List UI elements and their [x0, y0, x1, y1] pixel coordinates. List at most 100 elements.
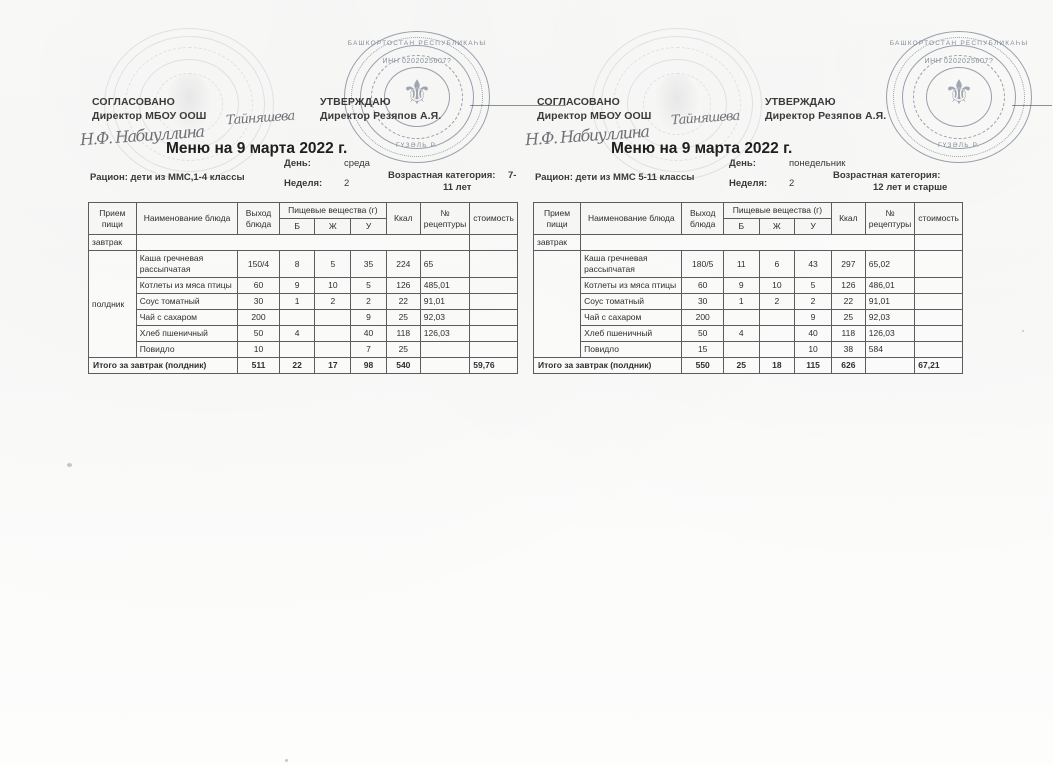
menu-meta: Рацион: дети из ММС,1-4 классы День: сре…: [88, 158, 518, 198]
cell-cost: [914, 341, 963, 358]
handwritten-school-name: Тайняшева: [670, 108, 740, 129]
cell-recipe: 126,03: [864, 325, 916, 342]
col-header-nutrients-group: Пищевые вещества (г): [722, 202, 832, 219]
handwritten-school-name: Тайняшева: [225, 108, 295, 129]
cell-protein: 1: [278, 293, 316, 310]
cell-output: 180/5: [681, 250, 724, 278]
cell-cost: [469, 341, 518, 358]
meal-section-row: завтрак: [88, 234, 518, 251]
meal-section-spacer: [580, 234, 916, 251]
agreed-label: СОГЛАСОВАНО: [537, 96, 620, 108]
cell-cost: [469, 277, 518, 294]
col-header-fat: Ж: [314, 218, 352, 235]
cell-carb: 9: [794, 309, 832, 326]
cell-kcal: 25: [385, 309, 421, 326]
col-header-kcal: Ккал: [830, 202, 866, 235]
meal-label-breakfast: завтрак: [532, 234, 582, 251]
table-row: Повидло 10 7 25: [89, 341, 518, 358]
cell-fat: [758, 341, 796, 358]
table-row: Хлеб пшеничный 50 4 40 118 126,03: [534, 325, 963, 342]
cell-output: 60: [681, 277, 724, 294]
age-value: 11 лет: [443, 182, 472, 193]
cell-recipe: 485,01: [419, 277, 471, 294]
cell-fat: 10: [314, 277, 352, 294]
seal-inn-text: ИНН 0202025607?: [382, 58, 452, 65]
cell-output: 150/4: [237, 250, 280, 278]
cell-carb: 2: [350, 293, 387, 310]
week-label: Неделя:: [729, 178, 768, 189]
cell-recipe: [419, 341, 471, 358]
cell-protein: 4: [278, 325, 316, 342]
cell-fat: [314, 325, 352, 342]
seal-inn-text: ИНН 0202025607?: [924, 58, 994, 65]
cell-recipe: 486,01: [864, 277, 916, 294]
seal-arc-bottom-text: ГҮЗӘЛЬ Р.: [937, 142, 980, 149]
table-row: Соус томатный 30 1 2 2 22 91,01: [534, 293, 963, 310]
table-row: Соус томатный 30 1 2 2 22 91,01: [89, 293, 518, 310]
cell-output: 30: [237, 293, 280, 310]
col-header-recipe: № рецептуры: [864, 202, 916, 235]
cell-fat: [314, 341, 352, 358]
seal-arc-top-text: БАШКОРТОСТАН РЕСПУБЛИКАҺЫ: [347, 40, 487, 47]
cell-protein: 11: [722, 250, 760, 278]
total-label: Итого за завтрак (полдник): [532, 357, 683, 374]
cell-carb: 40: [350, 325, 387, 342]
total-recipe: [864, 357, 916, 374]
week-value: 2: [344, 178, 350, 189]
cell-dish: Повидло: [580, 341, 683, 358]
meal-label-continuation: [532, 250, 582, 358]
cell-protein: 8: [278, 250, 316, 278]
table-row: Чай с сахаром 200 9 25 92,03: [89, 309, 518, 326]
cell-carb: 7: [350, 341, 387, 358]
seal-arc-top-text: БАШКОРТОСТАН РЕСПУБЛИКАҺЫ: [889, 40, 1029, 47]
cell-carb: 35: [350, 250, 387, 278]
cell-fat: 2: [314, 293, 352, 310]
cell-carb: 5: [794, 277, 832, 294]
cell-dish: Соус томатный: [580, 293, 683, 310]
week-value: 2: [789, 178, 795, 189]
total-output: 550: [681, 357, 724, 374]
table-head: Прием пищи Наименование блюда Выход блюд…: [88, 202, 518, 235]
cell-dish: Хлеб пшеничный: [135, 325, 239, 342]
cell-recipe: 65,02: [864, 250, 916, 278]
cell-fat: 6: [758, 250, 796, 278]
cell-protein: [278, 341, 316, 358]
table-row: полдник Каша гречневая рассыпчатая 150/4…: [88, 250, 518, 358]
cell-output: 10: [237, 341, 280, 358]
approved-column: УТВЕРЖДАЮ Директор Резяпов А.Я.: [320, 96, 441, 123]
agreed-label: СОГЛАСОВАНО: [92, 96, 175, 108]
col-header-kcal: Ккал: [385, 202, 421, 235]
total-protein: 22: [278, 357, 316, 374]
col-header-dish: Наименование блюда: [135, 202, 239, 235]
cell-protein: 9: [278, 277, 316, 294]
cell-output: 15: [681, 341, 724, 358]
table-row: Каша гречневая рассыпчатая 180/5 11 6 43…: [532, 250, 963, 358]
cell-output: 60: [237, 277, 280, 294]
day-label: День:: [284, 158, 311, 169]
cell-cost: [914, 250, 963, 278]
cell-dish: Чай с сахаром: [580, 309, 683, 326]
cell-fat: 2: [758, 293, 796, 310]
cell-carb: 9: [350, 309, 387, 326]
col-header-output: Выход блюда: [237, 202, 280, 235]
scan-speck: [67, 463, 72, 467]
table-row: Чай с сахаром 200 9 25 92,03: [534, 309, 963, 326]
col-header-carb: У: [794, 218, 832, 235]
approval-header: СОГЛАСОВАНО Директор МБОУ ООШ УТВЕРЖДАЮ …: [79, 96, 518, 149]
menu-meta: Рацион: дети из ММС 5-11 классы День: по…: [533, 158, 963, 198]
total-fat: 18: [758, 357, 796, 374]
cell-dish: Каша гречневая рассыпчатая: [135, 250, 239, 278]
cell-dish: Котлеты из мяса птицы: [580, 277, 683, 294]
col-header-fat: Ж: [758, 218, 796, 235]
total-fat: 17: [314, 357, 352, 374]
table-body: завтрак полдник Каша гречневая рассыпчат…: [87, 234, 518, 374]
page-title: Меню на 9 марта 2022 г.: [611, 140, 793, 157]
cell-cost: [914, 277, 963, 294]
col-header-nutrients-group: Пищевые вещества (г): [278, 202, 387, 219]
cell-protein: [722, 341, 760, 358]
cell-kcal: 297: [830, 250, 866, 278]
seal-arc-bottom-text: ГҮЗӘЛЬ Р.: [395, 142, 438, 149]
table-total-row: Итого за завтрак (полдник) 511 22 17 98 …: [87, 357, 518, 374]
total-cost: 59,76: [469, 357, 518, 374]
table-header-row: Прием пищи Наименование блюда Выход блюд…: [532, 202, 963, 235]
